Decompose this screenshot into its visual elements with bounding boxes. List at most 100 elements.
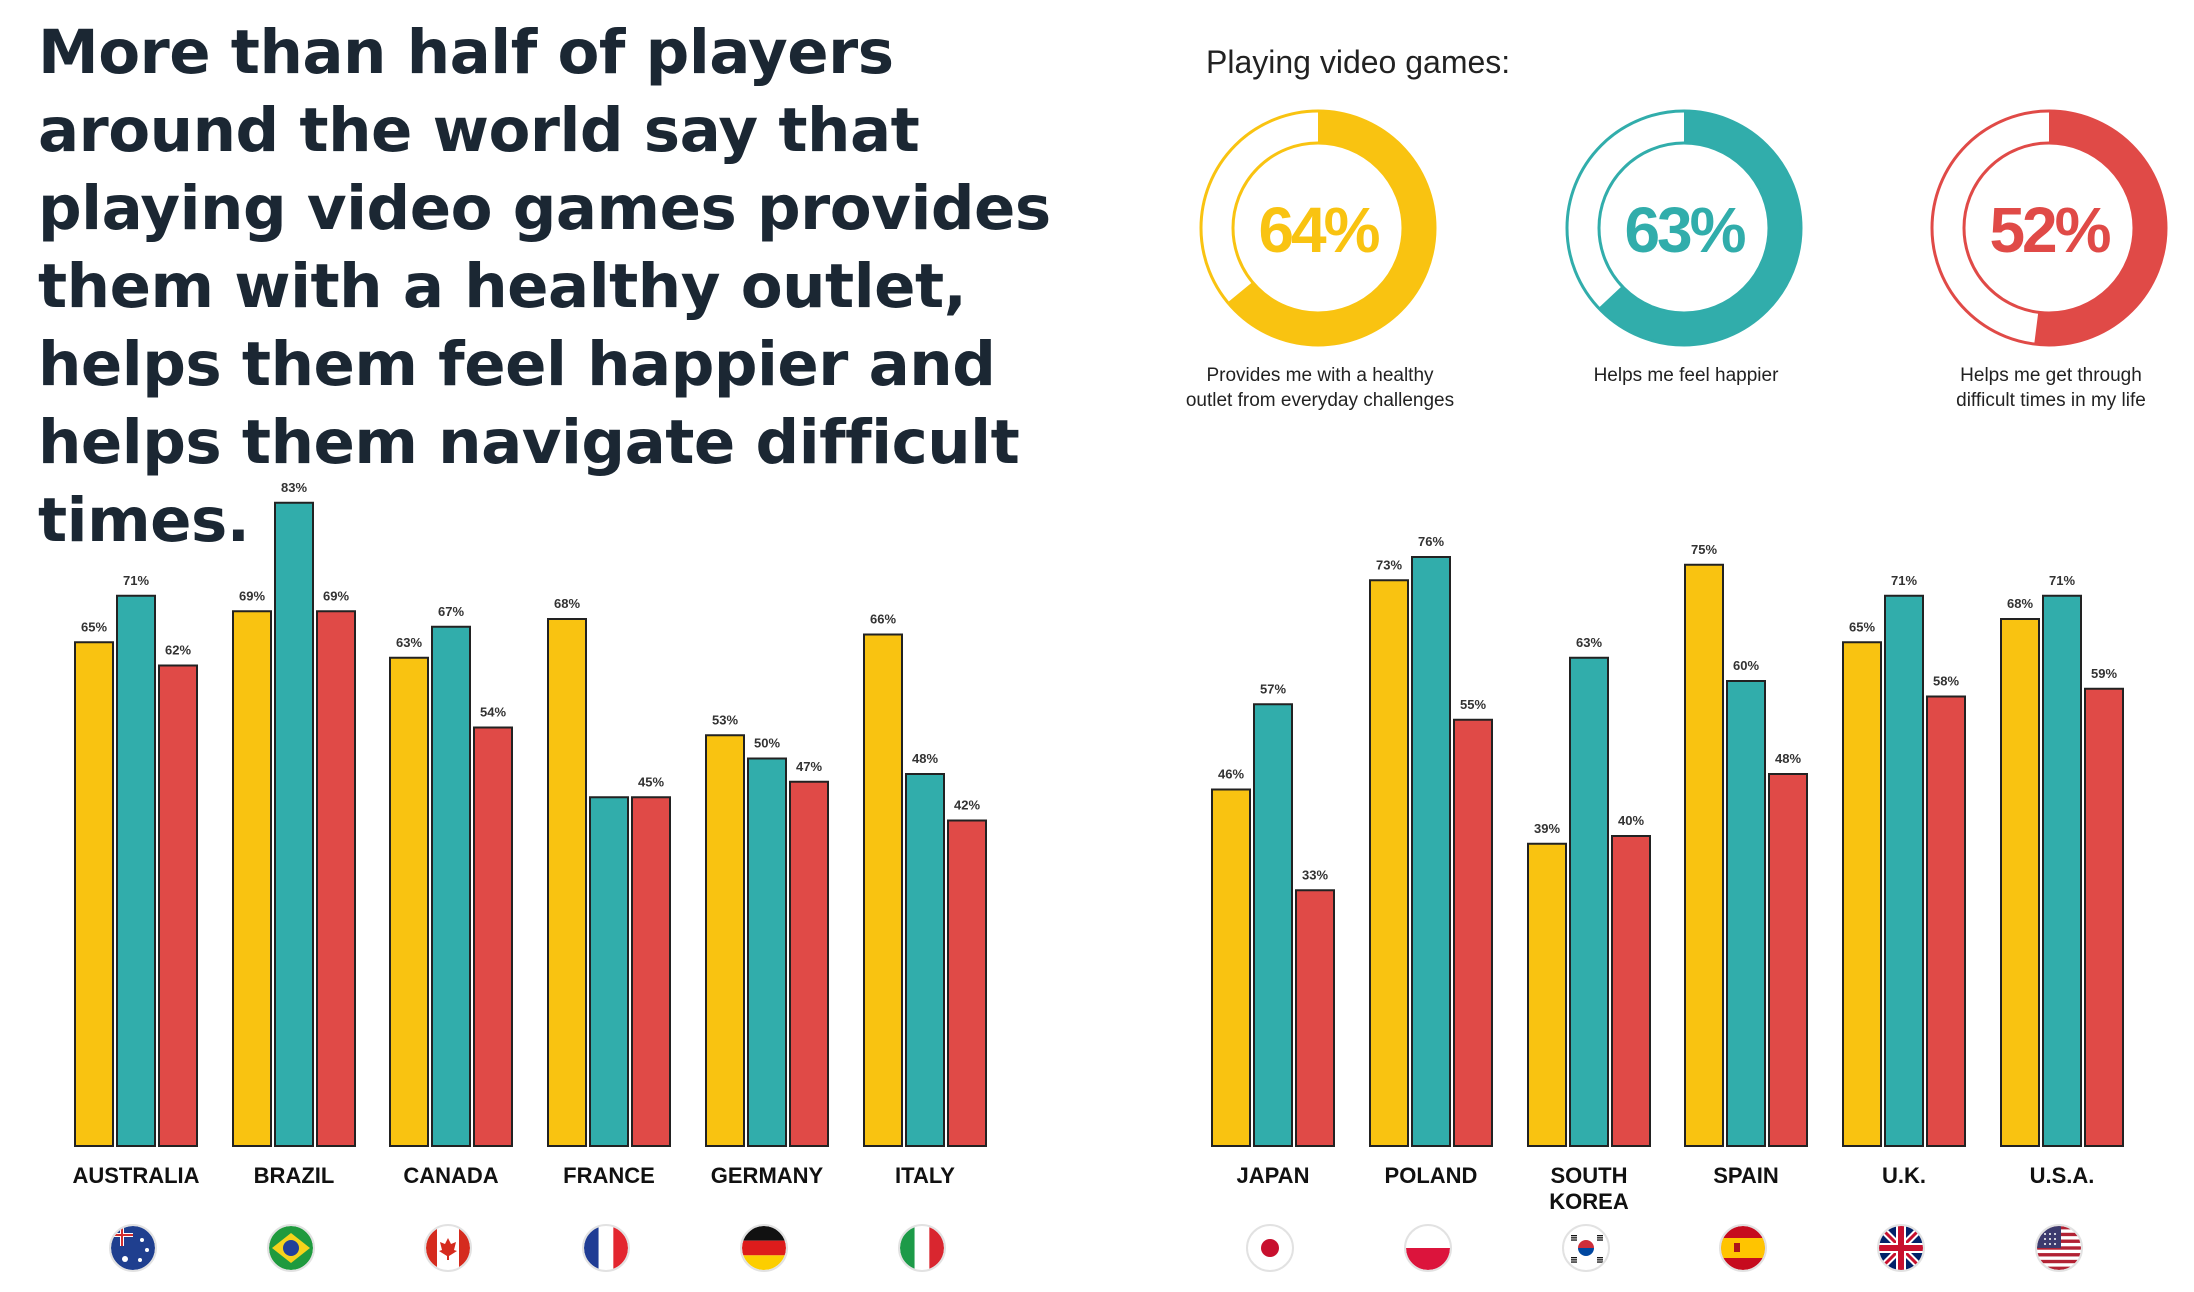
donut-caption: Helps me get through: [1960, 365, 2142, 386]
bar-brazil-1: [232, 610, 272, 1147]
bar-value-label: 69%: [239, 588, 265, 603]
bar-group-italy: 66% 48% 42% ITALY: [863, 612, 987, 1272]
bar-value-label: 48%: [912, 751, 938, 766]
bar-group-brazil: 69% 83% 69% BRAZIL: [232, 480, 356, 1272]
donut-caption: Helps me feel happier: [1594, 365, 1779, 386]
bar-group-poland: 73% 76% 55% POLAND: [1369, 534, 1493, 1272]
donut-caption: difficult times in my life: [1956, 390, 2146, 411]
bar-value-label: 75%: [1691, 542, 1717, 557]
bar-value-label: 50%: [754, 736, 780, 751]
flag-rim: [1562, 1224, 1610, 1272]
category-label: KOREA: [1549, 1189, 1629, 1214]
donut-inner-ring: [1231, 141, 1405, 315]
flag-rim: [424, 1224, 472, 1272]
category-label: SOUTH: [1551, 1163, 1628, 1188]
bar-group-france: 68% 45% FRANCE: [547, 596, 671, 1272]
bar-germany-1: [705, 734, 745, 1147]
bar-value-label: 67%: [438, 604, 464, 619]
category-label: FRANCE: [563, 1163, 655, 1188]
bar-value-label: 47%: [796, 759, 822, 774]
bar-value-label: 65%: [81, 619, 107, 634]
bar-value-label: 48%: [1775, 751, 1801, 766]
bar-value-label: 60%: [1733, 658, 1759, 673]
flag-rim: [740, 1224, 788, 1272]
bar-germany-3: [789, 780, 829, 1147]
france-flag-icon: [582, 1224, 630, 1272]
japan-flag-icon: [1246, 1224, 1294, 1272]
bar-value-label: 62%: [165, 643, 191, 658]
bar-value-label: 57%: [1260, 681, 1286, 696]
flag-rim: [898, 1224, 946, 1272]
bar-value-label: 69%: [323, 588, 349, 603]
category-label: GERMANY: [711, 1163, 824, 1188]
bar-chart-left: 65% 71% 62% AUSTRALIA 69% 83% 69% BRAZIL 63% 67% 5…: [72, 480, 987, 1272]
italy-flag-icon: [898, 1224, 946, 1272]
bar-value-label: 76%: [1418, 534, 1444, 549]
bar-value-label: 65%: [1849, 619, 1875, 634]
bar-value-label: 59%: [2091, 666, 2117, 681]
bar-canada-2: [431, 625, 471, 1147]
germany-flag-icon: [740, 1224, 788, 1272]
flag-rim: [1877, 1224, 1925, 1272]
bar-japan-1: [1211, 788, 1251, 1147]
bar-brazil-2: [274, 501, 314, 1147]
bar-value-label: 73%: [1376, 557, 1402, 572]
bar-u-k-2: [1884, 594, 1924, 1147]
donut-caption: outlet from everyday challenges: [1186, 390, 1454, 411]
bar-value-label: 68%: [2007, 596, 2033, 611]
bar-value-label: 58%: [1933, 674, 1959, 689]
bar-value-label: 71%: [123, 573, 149, 588]
donut-inner-ring: [1962, 141, 2136, 315]
flag-rim: [1719, 1224, 1767, 1272]
bar-value-label: 45%: [638, 774, 664, 789]
category-label: BRAZIL: [254, 1163, 335, 1188]
bar-italy-3: [947, 819, 987, 1147]
bar-group-u-k: 65% 71% 58% U.K.: [1842, 573, 1966, 1272]
donut-caption: Provides me with a healthy: [1206, 365, 1434, 386]
category-label: AUSTRALIA: [72, 1163, 199, 1188]
bar-u-s-a-2: [2042, 594, 2082, 1147]
donut-value-label: 64%: [1258, 194, 1379, 266]
bar-south-korea-3: [1611, 835, 1651, 1147]
bar-canada-1: [389, 656, 429, 1147]
bar-u-k-1: [1842, 641, 1882, 1147]
bar-chart-right: 46% 57% 33% JAPAN 73% 76% 55% POLAND 39% 63% 40% SO…: [1211, 534, 2124, 1272]
bar-japan-3: [1295, 889, 1335, 1147]
bar-value-label: 42%: [954, 798, 980, 813]
bar-value-label: 33%: [1302, 867, 1328, 882]
donut-value-arc: [1568, 112, 1800, 344]
bar-australia-3: [158, 664, 198, 1147]
flag-rim: [267, 1224, 315, 1272]
donut-difficult-times: 52% Helps me get through difficult times i…: [1930, 109, 2168, 411]
category-label: U.S.A.: [2030, 1163, 2095, 1188]
donut-value-arc: [1202, 112, 1434, 344]
bar-value-label: 71%: [1891, 573, 1917, 588]
donut-healthy-outlet: 64% Provides me with a healthy outlet from…: [1186, 109, 1454, 411]
bar-group-australia: 65% 71% 62% AUSTRALIA: [72, 573, 200, 1272]
donut-feel-happier: 63% Helps me feel happier: [1565, 109, 1803, 386]
bar-group-japan: 46% 57% 33% JAPAN: [1211, 681, 1335, 1272]
australia-flag-icon: [109, 1224, 157, 1272]
bar-australia-2: [116, 594, 156, 1147]
bar-group-germany: 53% 50% 47% GERMANY: [705, 712, 829, 1272]
bar-value-label: 40%: [1618, 813, 1644, 828]
flag-rim: [582, 1224, 630, 1272]
bar-brazil-3: [316, 610, 356, 1147]
spain-flag-icon: [1719, 1224, 1767, 1272]
bar-france-3: [631, 796, 671, 1147]
bar-south-korea-1: [1527, 842, 1567, 1147]
bar-value-label: 46%: [1218, 767, 1244, 782]
headline: More than half of players around the wor…: [38, 17, 1051, 556]
bar-group-spain: 75% 60% 48% SPAIN: [1684, 542, 1808, 1272]
donut-value-label: 52%: [1989, 194, 2110, 266]
category-label: JAPAN: [1237, 1163, 1310, 1188]
donut-charts: 64% Provides me with a healthy outlet from…: [1186, 109, 2168, 411]
usa-flag-icon: [2035, 1224, 2083, 1272]
bar-spain-2: [1726, 680, 1766, 1147]
bar-canada-3: [473, 726, 513, 1147]
category-label: SPAIN: [1713, 1163, 1779, 1188]
bar-value-label: 83%: [281, 480, 307, 495]
bar-value-label: 63%: [1576, 635, 1602, 650]
